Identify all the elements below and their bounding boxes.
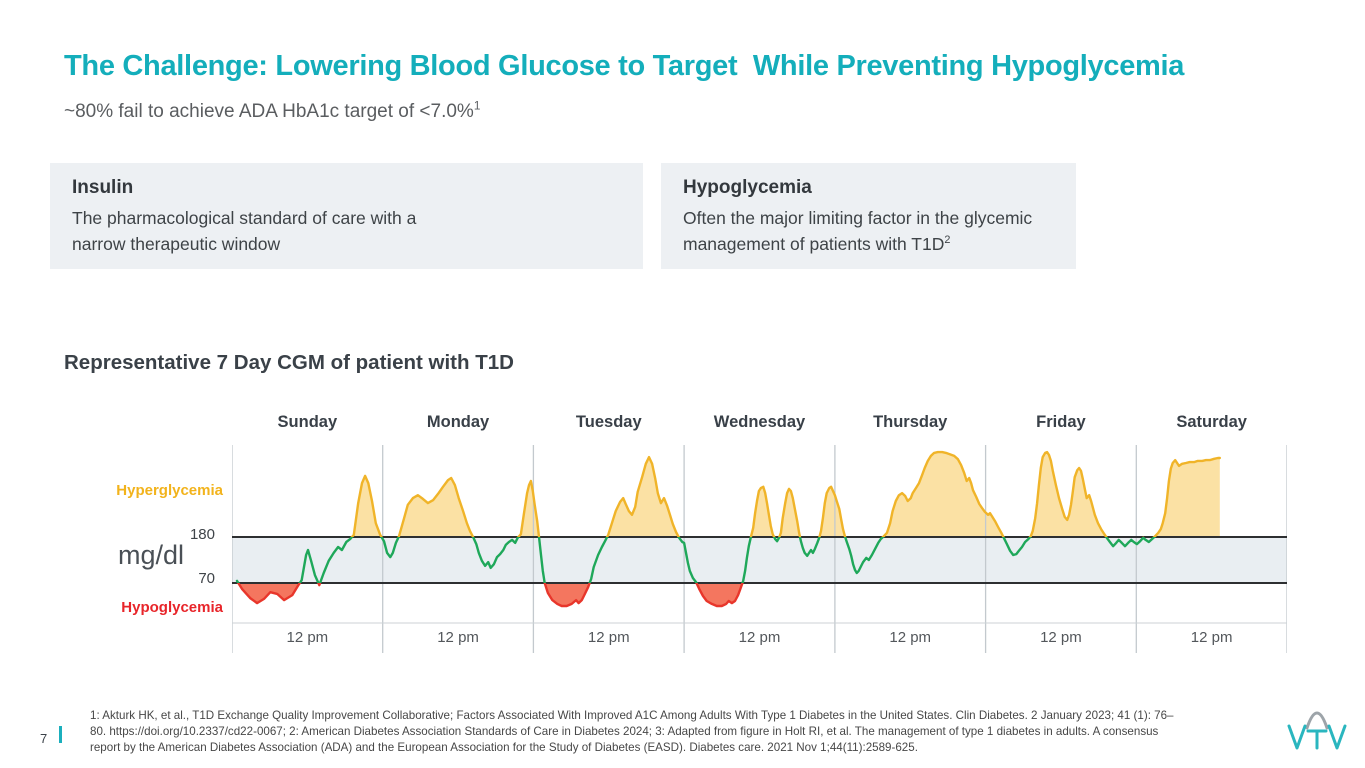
- page-subtitle: ~80% fail to achieve ADA HbA1c target of…: [64, 99, 481, 123]
- subtitle-footnote-marker: 1: [473, 99, 481, 113]
- day-label-saturday: Saturday: [1176, 413, 1247, 431]
- vtv-logo-icon: [1287, 711, 1347, 750]
- vtv-logo: [1283, 700, 1353, 763]
- time-tick-label: 12 pm: [738, 629, 781, 646]
- logo-right-v-stroke: [1327, 724, 1347, 750]
- insulin-card: Insulin The pharmacological standard of …: [50, 163, 643, 269]
- page-title: The Challenge: Lowering Blood Glucose to…: [64, 50, 1185, 82]
- reference-footnotes: 1: Akturk HK, et al., T1D Exchange Quali…: [90, 709, 1174, 755]
- day-label-wednesday: Wednesday: [713, 413, 806, 431]
- insulin-card-body-text: The pharmacological standard of care wit…: [72, 208, 417, 255]
- day-label-sunday: Sunday: [277, 413, 338, 431]
- day-label-thursday: Thursday: [873, 413, 948, 431]
- time-tick-label: 12 pm: [437, 629, 479, 646]
- day-label-friday: Friday: [1036, 413, 1086, 431]
- time-tick-label: 12 pm: [889, 629, 932, 646]
- hypoglycemia-zone-label: Hypoglycemia: [121, 599, 223, 616]
- time-tick-label: 12 pm: [286, 629, 329, 646]
- time-tick-label: 12 pm: [587, 629, 630, 646]
- logo-left-v-stroke: [1287, 724, 1307, 750]
- subtitle-text: ~80% fail to achieve ADA HbA1c target of…: [64, 101, 474, 122]
- hypoglycemia-area-fill: [237, 583, 1220, 606]
- time-tick-label: 12 pm: [1190, 629, 1233, 646]
- day-label-monday: Monday: [426, 413, 490, 431]
- page-number-accent-bar: [59, 726, 62, 743]
- time-tick-label: 12 pm: [1040, 629, 1082, 646]
- hyperglycemia-zone-label: Hyperglycemia: [116, 482, 223, 499]
- hypoglycemia-card: Hypoglycemia Often the major limiting fa…: [661, 163, 1076, 269]
- hyperglycemia-area-fill: [237, 452, 1220, 537]
- hypoglycemia-card-body: Often the major limiting factor in the g…: [683, 205, 1068, 258]
- day-label-tuesday: Tuesday: [575, 413, 642, 431]
- hypoglycemia-card-body-text: Often the major limiting factor in the g…: [683, 208, 1033, 255]
- glucose-curve-in-range-segment: [235, 537, 1156, 583]
- page-number: 7: [40, 731, 48, 746]
- insulin-card-body: The pharmacological standard of care wit…: [72, 205, 454, 258]
- threshold-label-180: 180: [189, 526, 215, 543]
- cgm-chart-svg: [232, 445, 1287, 653]
- chart-heading: Representative 7 Day CGM of patient with…: [64, 351, 514, 374]
- hypoglycemia-card-title: Hypoglycemia: [683, 177, 812, 198]
- threshold-label-70: 70: [198, 570, 215, 587]
- hypoglycemia-card-footnote-marker: 2: [944, 234, 951, 247]
- insulin-card-title: Insulin: [72, 177, 134, 198]
- y-axis-unit-label: mg/dl: [118, 540, 185, 570]
- logo-t-stroke: [1306, 729, 1328, 750]
- logo-arch-stroke: [1305, 711, 1329, 730]
- glucose-curve-hyper-segment: [350, 450, 1221, 537]
